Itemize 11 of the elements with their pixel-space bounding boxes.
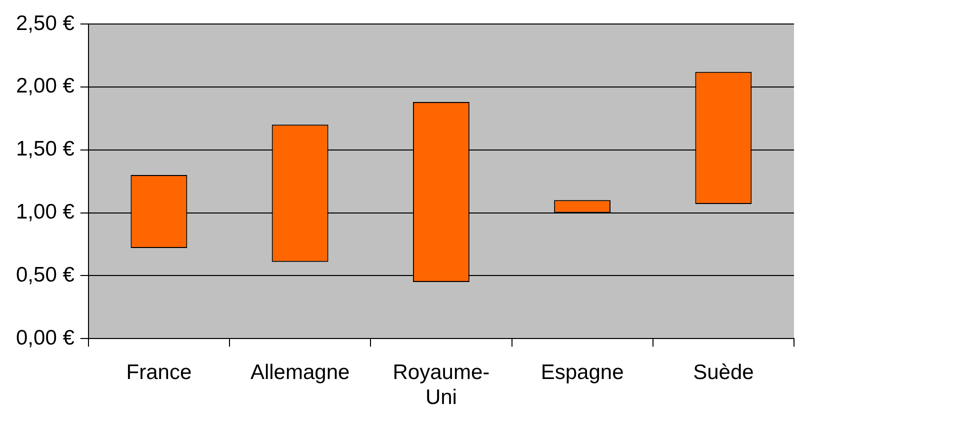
x-tick-label: Suède — [693, 360, 754, 384]
x-tick-label: Royaume-Uni — [392, 360, 490, 410]
x-tick-label: France — [126, 360, 192, 384]
y-tick-label: 0,00 € — [16, 326, 75, 350]
x-tick-label: Allemagne — [250, 360, 350, 384]
y-tick-label: 2,50 € — [16, 12, 75, 35]
y-tick-label: 0,50 € — [16, 263, 75, 286]
y-tick-label: 1,50 € — [16, 138, 75, 161]
y-tick-label: 1,00 € — [16, 200, 75, 224]
y-tick-label: 2,00 € — [16, 74, 75, 98]
x-tick-label: Espagne — [540, 360, 624, 384]
